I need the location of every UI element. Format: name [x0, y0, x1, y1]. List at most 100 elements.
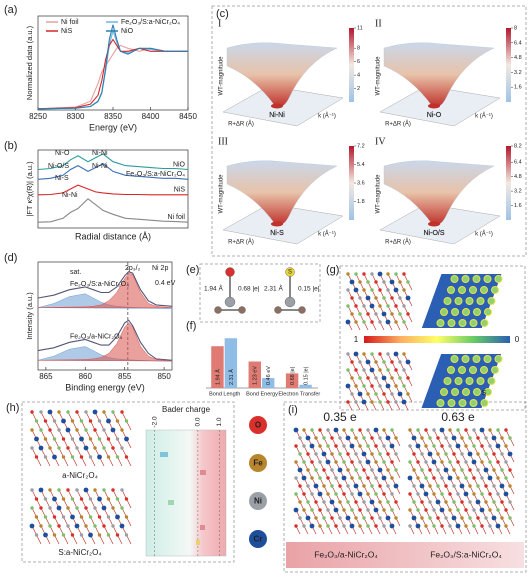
- atom: [370, 452, 374, 456]
- atom: [285, 267, 295, 277]
- atom: [480, 444, 484, 448]
- charge-spot: [484, 308, 492, 316]
- atom: [394, 400, 398, 404]
- charge-spot: [454, 377, 463, 385]
- atom: [310, 476, 314, 480]
- atom: [408, 428, 412, 432]
- charge-spot: [480, 399, 489, 407]
- atom: [401, 399, 407, 405]
- atom: [488, 492, 492, 496]
- atom: [84, 524, 88, 528]
- peak-label: Ni-Ni: [269, 112, 285, 119]
- atom: [491, 435, 497, 441]
- atom: [420, 500, 424, 504]
- series-line: [37, 163, 189, 180]
- atom: [389, 279, 395, 285]
- atom: [386, 400, 390, 404]
- charge-spot: [440, 308, 448, 316]
- plot-frame: [37, 149, 189, 229]
- annotation: 0.15 |e|: [298, 286, 320, 293]
- series-line: [37, 24, 188, 110]
- atom: [374, 524, 378, 528]
- atom: [74, 523, 80, 529]
- atom: [93, 524, 97, 528]
- atom: [496, 508, 500, 512]
- atom: [115, 455, 120, 459]
- atom: [366, 524, 370, 528]
- atom: [354, 272, 358, 276]
- atom: [389, 523, 395, 529]
- atom: [452, 484, 456, 488]
- atom: [330, 516, 334, 520]
- colorbar: [506, 28, 511, 102]
- legend-label: Fe₂O₃/S:a-NiCr₂O₄: [121, 19, 180, 26]
- atom: [408, 508, 412, 512]
- atom: [75, 428, 79, 432]
- x-axis-label: Binding energy (eV): [65, 382, 145, 392]
- atom: [334, 476, 338, 480]
- atom: [366, 312, 370, 316]
- atom: [377, 467, 383, 473]
- atom: [390, 476, 394, 480]
- atom: [408, 524, 412, 528]
- annotation: sat.: [70, 269, 81, 276]
- atom: [30, 506, 34, 510]
- atom: [314, 500, 318, 504]
- atom: [428, 468, 432, 472]
- atom: [358, 376, 362, 380]
- atom: [432, 492, 436, 496]
- panel-label: (a): [4, 4, 17, 16]
- structure-label: a-NiCr₂O₄: [62, 471, 98, 480]
- atom-label: S: [288, 270, 292, 276]
- atom: [57, 428, 61, 432]
- atom: [416, 460, 420, 464]
- atom: [435, 499, 441, 505]
- atom: [314, 516, 318, 520]
- atom: [34, 497, 39, 501]
- atom: [366, 428, 370, 432]
- atom: [66, 446, 70, 450]
- atom: [463, 491, 469, 497]
- atom: [412, 452, 416, 456]
- charge-spot: [461, 275, 470, 283]
- bar: [285, 373, 299, 388]
- atom: [106, 437, 111, 441]
- atom: [310, 460, 314, 464]
- atom: [488, 444, 492, 448]
- atom: [448, 508, 452, 512]
- atom: [354, 468, 358, 472]
- atom: [432, 444, 436, 448]
- atom: [124, 533, 129, 537]
- atom: [362, 384, 366, 388]
- atom: [34, 455, 39, 459]
- z-label: WT-magnitude: [219, 174, 225, 214]
- roman-label: III: [218, 136, 228, 147]
- r-label: R+ΔR (Å): [228, 121, 254, 128]
- atom: [369, 367, 375, 373]
- annotation: Ni-Ni: [92, 163, 108, 170]
- atom: [479, 507, 485, 513]
- series-label: Ni foil: [167, 214, 185, 221]
- atom: [378, 436, 382, 440]
- x-tick-label: 860: [79, 372, 93, 381]
- atom: [374, 376, 378, 380]
- atom: [56, 505, 62, 511]
- atom: [302, 428, 306, 432]
- atom: [428, 500, 432, 504]
- charge-spot: [436, 399, 445, 407]
- atom: [369, 499, 375, 505]
- atom: [101, 505, 107, 511]
- atom: [370, 272, 374, 276]
- atom: [48, 506, 52, 510]
- series-line: [37, 153, 189, 171]
- atom: [448, 524, 452, 528]
- z-label: WT-magnitude: [219, 56, 225, 96]
- atom: [306, 484, 310, 488]
- atom: [366, 280, 370, 284]
- atom: [411, 435, 417, 441]
- colorbar-label: 1.6: [514, 203, 522, 209]
- atom: [43, 532, 48, 538]
- atom: [468, 484, 472, 488]
- atom: [378, 320, 382, 324]
- atom: [370, 436, 374, 440]
